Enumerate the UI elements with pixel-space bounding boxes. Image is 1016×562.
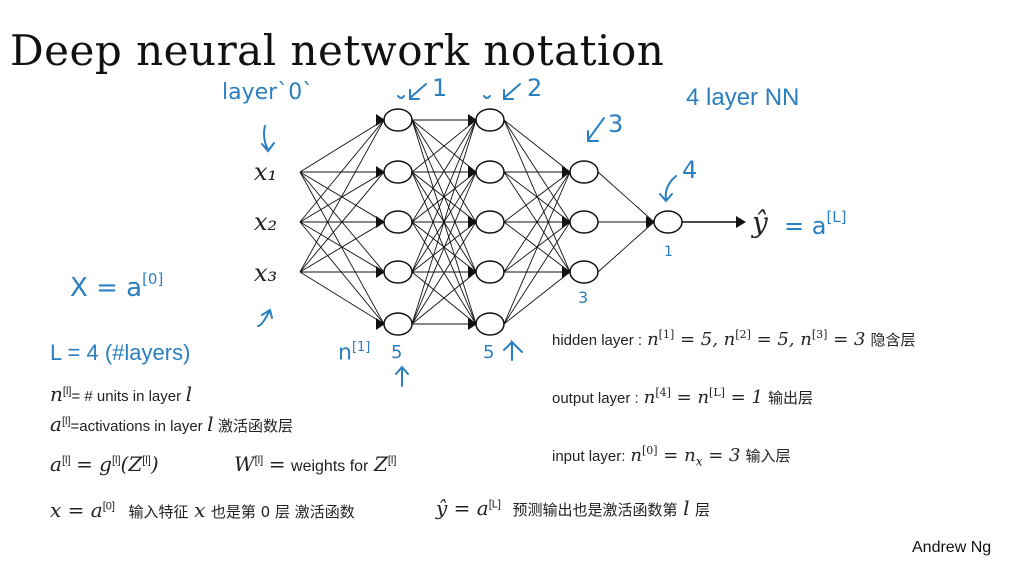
count-5-layer1: 5 [391,342,403,363]
arrowhead-icon [468,166,477,178]
arrowhead-icon [468,216,477,228]
connection-line [299,119,385,173]
yhat-equals-aL-annotation: = a[L] [784,208,847,240]
connection-line [597,171,655,223]
arrow-to-layer1-icon [409,83,427,100]
neuron-node [383,108,413,132]
neuron-node [569,210,599,234]
arrowhead-icon [376,318,385,330]
count-3-layer3: 3 [578,288,589,307]
neuron-node [383,160,413,184]
connection-line [503,171,571,273]
neuron-node [383,312,413,336]
layer2-annotation: 2 [527,74,543,102]
connection-line [503,271,571,325]
arrowhead-icon [376,166,385,178]
input-x1: x₁ [254,158,278,186]
n1-annotation: n[1] [338,340,371,366]
connection-line [411,119,477,325]
n-definition: n[l]= # units in layer l [50,382,192,406]
connection-line [299,221,385,273]
connection-line [411,119,477,223]
layer0-annotation: layer`0` [222,80,314,105]
a-equation: a[l] = g[l](Z[l]) [50,452,159,476]
x-equals-a0-annotation: X = a[0] [70,270,164,303]
w-definition: W[l] = weights for Z[l] [234,452,397,476]
connection-line [299,119,385,223]
neuron-node [383,210,413,234]
four-layer-label: 4 layer NN [686,84,800,111]
connection-line [411,119,477,273]
down-arrow-icon [261,125,275,153]
connection-line [299,119,385,273]
layer3-annotation: 3 [608,110,624,138]
output-layer-note: output layer : n[4] = n[L] = 1 输出层 [552,386,813,408]
neuron-node [475,312,505,336]
x-input-feature-line: x = a[0] 输入特征 x 也是第 0 层 激活函数 [50,498,355,522]
neuron-node [569,160,599,184]
output-yhat: ŷ [752,206,768,239]
connection-line [411,119,477,173]
input-x3: x₃ [254,259,278,287]
arrowhead-icon [562,216,571,228]
connection-line [503,171,571,223]
tick-mark-icon [483,95,491,99]
author-credit: Andrew Ng [912,539,992,556]
connection-line [597,221,655,273]
arrowhead-icon [468,266,477,278]
arrow-to-layer3-icon [587,117,605,142]
up-arrow-under-layer2-icon [503,339,523,361]
page-title: Deep neural network notation [10,26,665,75]
connection-line [299,171,385,325]
neuron-node [475,108,505,132]
arrowhead-icon [562,266,571,278]
layer1-annotation: 1 [432,74,448,102]
neuron-node [475,260,505,284]
up-arrow-under-layer1-icon [395,365,409,387]
tick-mark-icon [397,95,405,99]
neuron-node [653,210,683,234]
connection-line [503,221,571,325]
arrowhead-icon [376,114,385,126]
output-arrowhead-icon [736,216,746,228]
arrowhead-icon [562,166,571,178]
arrowhead-icon [468,318,477,330]
arrowhead-icon [376,266,385,278]
connection-line [503,171,571,325]
L-equals-4-label: L = 4 (#layers) [50,340,191,365]
connection-line [503,119,571,273]
arrowhead-icon [646,216,655,228]
hidden-layer-note: hidden layer : n[1] = 5, n[2] = 5, n[3] … [552,328,916,350]
neuron-node [383,260,413,284]
connection-line [299,171,385,223]
connection-line [503,119,571,173]
neuron-node [475,210,505,234]
arrowhead-icon [376,216,385,228]
arrowhead-icon [468,114,477,126]
connection-line [411,221,477,325]
arrow-to-layer4-icon [659,175,677,203]
input-layer-note: input layer: n[0] = nx = 3 输入层 [552,444,791,469]
connection-line [503,119,571,223]
input-x2: x₂ [254,208,278,236]
connection-line [411,171,477,325]
neuron-node [475,160,505,184]
neuron-node [569,260,599,284]
count-5-layer2: 5 [483,342,495,363]
count-1-layer4: 1 [664,244,673,260]
connection-line [299,171,385,273]
yhat-prediction-line: ŷ = a[L] 预测输出也是激活函数第 l 层 [436,496,711,520]
arrow-to-layer2-icon [503,83,521,100]
layer4-annotation: 4 [682,156,698,184]
connection-line [411,271,477,325]
up-arrow-icon [257,308,273,327]
a-definition: a[l]=activations in layer l 激活函数层 [50,412,293,436]
connection-line [299,271,385,325]
connection-line [299,221,385,325]
